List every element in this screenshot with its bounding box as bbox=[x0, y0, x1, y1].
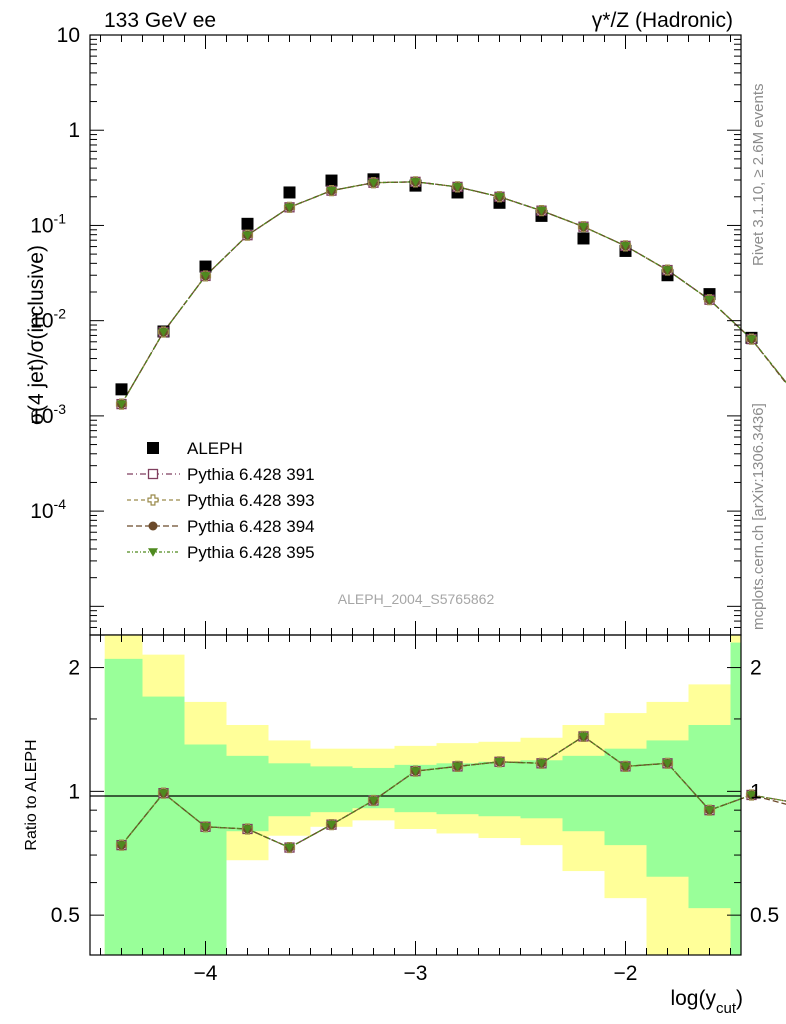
band-inner bbox=[562, 755, 605, 832]
ratio-p395-point bbox=[746, 791, 757, 800]
ratio-p395-point bbox=[200, 823, 211, 832]
aleph-point bbox=[115, 383, 128, 396]
ratio-y-axis-label: Ratio to ALEPH bbox=[23, 739, 40, 850]
legend-label-data: ALEPH bbox=[187, 439, 243, 458]
mc-p395-point bbox=[578, 222, 589, 232]
top-y-tick-label: 1 bbox=[68, 119, 80, 142]
legend-marker-p391 bbox=[147, 468, 159, 480]
ratio-p395-point bbox=[620, 762, 631, 772]
mc-p395-point bbox=[410, 178, 421, 187]
ratio-y-tick-label-right: 2 bbox=[750, 657, 762, 680]
mc-p395-point bbox=[536, 206, 547, 216]
aleph-point bbox=[241, 217, 254, 230]
side-note-rivet: Rivet 3.1.10, ≥ 2.6M events bbox=[750, 84, 767, 267]
ratio-p395-point bbox=[326, 820, 337, 830]
top-y-tick-label: 10-1 bbox=[30, 210, 66, 237]
legend-marker-p393 bbox=[147, 494, 159, 506]
band-inner bbox=[520, 760, 563, 819]
top-y-tick-label: 10-3 bbox=[30, 401, 66, 428]
aleph-point bbox=[199, 260, 212, 273]
ratio-p395-point bbox=[284, 843, 295, 853]
mc-p395-point bbox=[704, 295, 715, 305]
mc-p395-point bbox=[746, 335, 757, 344]
aleph-point bbox=[325, 174, 338, 187]
ratio-p395-point bbox=[116, 841, 127, 850]
top-y-axis-label: σ(4 jet)/σ(inclusive) bbox=[25, 245, 48, 425]
band-inner bbox=[226, 755, 269, 832]
band-inner bbox=[688, 724, 731, 909]
band-inner bbox=[104, 658, 143, 955]
legend-marker-data bbox=[147, 442, 159, 454]
top-y-tick-label: 10-2 bbox=[30, 306, 66, 333]
top-y-tick-label: 10-4 bbox=[30, 496, 66, 523]
mc-p395-point bbox=[620, 242, 631, 251]
mc-p395-point bbox=[200, 272, 211, 281]
ratio-p395-point bbox=[452, 762, 463, 772]
analysis-watermark: ALEPH_2004_S5765862 bbox=[338, 591, 495, 607]
ratio-p395-point bbox=[494, 758, 505, 767]
legend-label-p393: Pythia 6.428 393 bbox=[187, 491, 315, 510]
aleph-point bbox=[577, 232, 590, 245]
legend-label-p395: Pythia 6.428 395 bbox=[187, 543, 315, 562]
ratio-uncertainty-bands bbox=[104, 635, 741, 955]
ratio-y-tick-label: 2 bbox=[68, 657, 80, 680]
ratio-p395-point bbox=[536, 759, 547, 769]
band-inner bbox=[184, 744, 227, 955]
x-tick-label: −4 bbox=[194, 962, 218, 985]
ratio-p395-point bbox=[704, 806, 715, 815]
mc-p395-point bbox=[284, 203, 295, 213]
band-inner bbox=[268, 763, 311, 817]
ratio-p395-point bbox=[242, 825, 253, 834]
ratio-y-tick-label-right: 0.5 bbox=[750, 904, 779, 927]
legend-label-p391: Pythia 6.428 391 bbox=[187, 465, 315, 484]
x-axis-label: log(ycut) bbox=[670, 987, 743, 1017]
ratio-p395-point bbox=[410, 767, 421, 776]
band-inner bbox=[478, 761, 521, 817]
mc-p395-point bbox=[452, 183, 463, 192]
ratio-panel-ticks: 2 2 1 1 0.5 0.5 −4 −3 −2 bbox=[51, 635, 779, 985]
ratio-y-tick-label-right: 1 bbox=[750, 780, 762, 803]
x-tick-label: −2 bbox=[614, 962, 638, 985]
mc-p395-point bbox=[242, 231, 253, 240]
side-note-mcplots: mcplots.cern.ch [arXiv:1306.3436] bbox=[750, 403, 767, 630]
top-panel-ticks: 10 1 10-1 10-2 10-3 10-4 bbox=[30, 24, 741, 635]
left-title: 133 GeV ee bbox=[104, 9, 216, 32]
ratio-p395-point bbox=[158, 789, 169, 798]
mc-p395-point bbox=[326, 186, 337, 196]
mc-p395-point bbox=[116, 400, 127, 409]
band-inner bbox=[730, 642, 741, 955]
x-tick-label: −3 bbox=[404, 962, 428, 985]
legend-marker-p395 bbox=[148, 548, 158, 557]
legend: ALEPH Pythia 6.428 391 Pythia 6.428 393 Pyt… bbox=[127, 439, 315, 562]
mc-p395-point bbox=[662, 266, 673, 275]
top-panel-markers bbox=[115, 173, 758, 410]
ratio-p395-point bbox=[578, 732, 589, 742]
band-inner bbox=[142, 696, 185, 955]
ratio-y-tick-label: 1 bbox=[68, 780, 80, 803]
aleph-point bbox=[283, 186, 296, 199]
ratio-panel-frame bbox=[89, 634, 742, 956]
right-title: γ*/Z (Hadronic) bbox=[592, 9, 733, 32]
legend-marker-p394 bbox=[148, 521, 158, 531]
band-inner bbox=[310, 766, 353, 813]
mc-p395-point bbox=[158, 328, 169, 337]
mc-p395-point bbox=[494, 193, 505, 202]
legend-label-p394: Pythia 6.428 394 bbox=[187, 517, 315, 536]
ratio-y-tick-label: 0.5 bbox=[51, 904, 80, 927]
ratio-p395-point bbox=[368, 796, 379, 806]
top-y-tick-label: 10 bbox=[57, 24, 80, 47]
ratio-markers bbox=[115, 730, 758, 854]
mc-p395-point bbox=[368, 178, 379, 188]
ratio-p395-point bbox=[662, 759, 673, 769]
